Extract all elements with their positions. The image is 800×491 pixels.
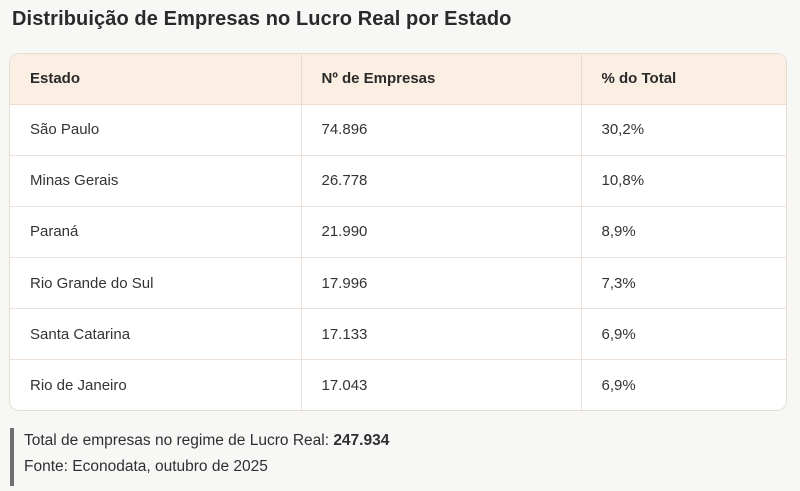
cell-estado: São Paulo bbox=[10, 104, 302, 156]
cell-percent-total: 10,8% bbox=[581, 155, 786, 207]
source-line: Fonte: Econodata, outubro de 2025 bbox=[24, 458, 268, 475]
cell-num-empresas: 74.896 bbox=[301, 104, 582, 156]
table-row: São Paulo 74.896 30,2% bbox=[10, 104, 786, 156]
cell-num-empresas: 17.043 bbox=[301, 359, 582, 410]
cell-estado: Rio de Janeiro bbox=[10, 359, 302, 410]
cell-estado: Paraná bbox=[10, 206, 302, 259]
cell-percent-total: 30,2% bbox=[581, 104, 786, 156]
column-header-num-empresas: Nº de Empresas bbox=[301, 54, 582, 105]
cell-percent-total: 6,9% bbox=[581, 308, 786, 361]
cell-num-empresas: 17.996 bbox=[301, 257, 582, 310]
cell-estado: Rio Grande do Sul bbox=[10, 257, 302, 310]
table-row: Rio de Janeiro 17.043 6,9% bbox=[10, 359, 786, 410]
cell-estado: Santa Catarina bbox=[10, 308, 302, 361]
table-row: Paraná 21.990 8,9% bbox=[10, 206, 786, 259]
total-value: 247.934 bbox=[333, 432, 390, 449]
companies-table-card: Estado Nº de Empresas % do Total São Pau… bbox=[9, 53, 787, 411]
cell-percent-total: 7,3% bbox=[581, 257, 786, 310]
cell-num-empresas: 17.133 bbox=[301, 308, 582, 361]
total-label: Total de empresas no regime de Lucro Rea… bbox=[24, 432, 329, 449]
column-header-estado: Estado bbox=[10, 54, 302, 105]
table-header-row: Estado Nº de Empresas % do Total bbox=[10, 54, 786, 105]
cell-percent-total: 8,9% bbox=[581, 206, 786, 259]
total-line: Total de empresas no regime de Lucro Rea… bbox=[24, 428, 389, 454]
cell-percent-total: 6,9% bbox=[601, 377, 636, 395]
page-title: Distribuição de Empresas no Lucro Real p… bbox=[12, 8, 512, 30]
footnote: Total de empresas no regime de Lucro Rea… bbox=[10, 428, 389, 486]
companies-table: Estado Nº de Empresas % do Total São Pau… bbox=[10, 54, 786, 410]
table-row: Rio Grande do Sul 17.996 7,3% bbox=[10, 257, 786, 310]
cell-num-empresas: 21.990 bbox=[301, 206, 582, 259]
table-row: Santa Catarina 17.133 6,9% bbox=[10, 308, 786, 361]
cell-num-empresas: 26.778 bbox=[301, 155, 582, 207]
cell-estado: Minas Gerais bbox=[10, 155, 302, 207]
column-header-percent-total: % do Total bbox=[581, 54, 786, 105]
table-row: Minas Gerais 26.778 10,8% bbox=[10, 155, 786, 207]
